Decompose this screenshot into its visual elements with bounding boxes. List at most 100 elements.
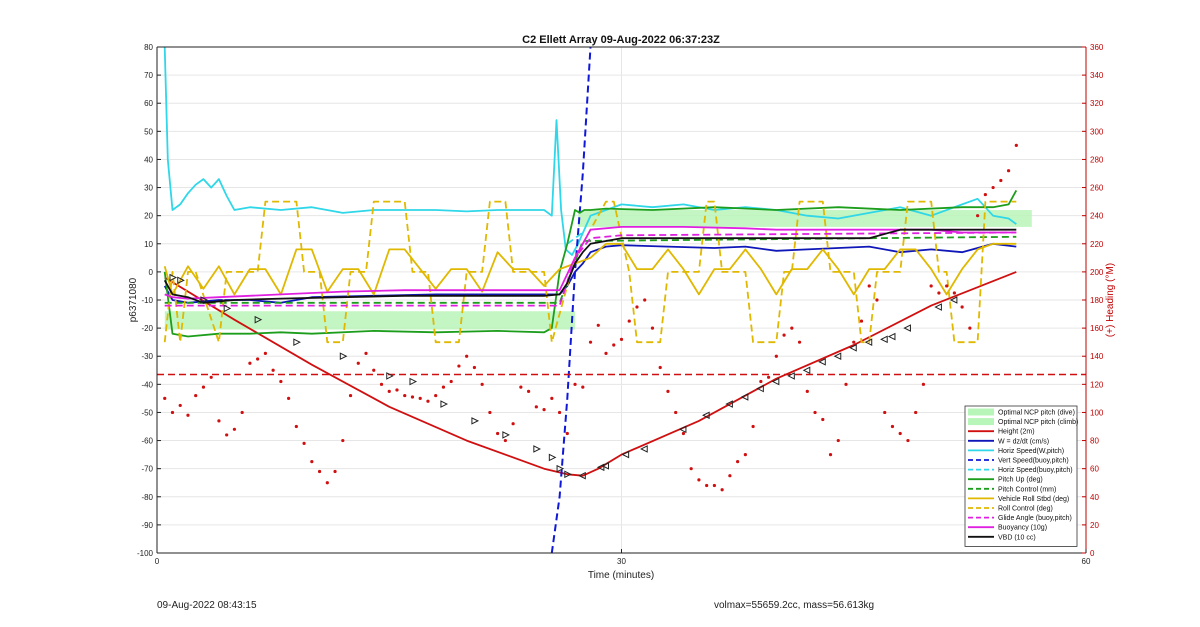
heading-point (496, 431, 500, 436)
height-marker (756, 384, 764, 393)
y-tick-label: -80 (141, 493, 153, 502)
height-marker (471, 417, 480, 425)
heading-point (364, 351, 368, 356)
legend-entry-label: Vehicle Roll Stbd (deg) (998, 496, 1069, 503)
heading-point (852, 340, 856, 344)
heading-point (790, 326, 794, 330)
heading-point (627, 319, 631, 323)
heading-point (279, 379, 283, 384)
series-lines (163, 46, 1018, 554)
heading-point (519, 385, 523, 389)
height-marker (787, 372, 795, 380)
legend-swatch (968, 408, 994, 416)
y-tick-label: -50 (141, 408, 153, 417)
y2-axis-label: (+) Heading (°M) (1105, 263, 1116, 337)
heading-point (976, 214, 980, 218)
heading-point (774, 354, 778, 358)
heading-point (472, 365, 477, 370)
heading-point (991, 185, 995, 190)
heading-point (163, 396, 167, 400)
series-line-vert-speed-buoy-pitch- (550, 46, 592, 554)
heading-point (844, 382, 848, 386)
series-line-horiz-speed-buoy-pitch- (566, 231, 584, 245)
heading-point (542, 408, 546, 412)
height-marker (386, 372, 394, 380)
height-marker (223, 304, 232, 313)
height-marker (409, 377, 418, 386)
heading-point (581, 385, 585, 389)
heading-point (890, 424, 895, 429)
heading-point (573, 382, 577, 386)
ncp-bands (164, 210, 1032, 330)
height-marker (440, 400, 449, 408)
height-marker (833, 352, 842, 361)
y2-tick-label: 20 (1090, 521, 1099, 530)
heading-point (410, 395, 415, 399)
legend-entry-label: Optimal NCP pitch (climb) (998, 419, 1078, 426)
height-marker (771, 377, 780, 386)
legend-entry-label: Pitch Up (deg) (998, 477, 1043, 484)
heading-point (921, 382, 926, 386)
heading-point (232, 427, 237, 431)
heading-point (209, 375, 213, 379)
heading-point (170, 410, 175, 415)
heading-point (596, 323, 600, 327)
heading-point (178, 403, 182, 408)
heading-point (635, 305, 639, 309)
heading-point (310, 460, 314, 464)
heading-point (186, 413, 190, 417)
height-marker (949, 296, 958, 304)
y2-tick-label: 180 (1090, 296, 1104, 305)
legend-entry-label: VBD (10 cc) (998, 534, 1036, 541)
height-marker (640, 445, 648, 453)
heading-point (643, 298, 647, 302)
y2-tick-label: 200 (1090, 268, 1104, 277)
heading-point (952, 291, 956, 295)
heading-point (666, 389, 670, 393)
footer-timestamp: 09-Aug-2022 08:43:15 (157, 600, 257, 611)
height-marker (601, 462, 610, 470)
heading-point (449, 379, 453, 384)
series-line-buoyancy-10g- (164, 225, 1017, 300)
height-marker (564, 470, 572, 479)
band-optimal-ncp-pitch-climb- (578, 210, 1032, 227)
height-marker (903, 324, 911, 332)
heading-point (751, 424, 755, 429)
y2-tick-label: 340 (1090, 71, 1104, 80)
heading-point (387, 389, 391, 393)
heading-point (604, 351, 608, 356)
legend-entry-label: Height (2m) (998, 429, 1035, 436)
heading-point (914, 410, 918, 415)
y2-tick-label: 120 (1090, 380, 1104, 389)
y2-tick-label: 320 (1090, 99, 1104, 108)
heading-point (883, 410, 887, 415)
heading-point (240, 410, 244, 415)
y-axis-label: p6371080 (128, 277, 139, 322)
y-tick-label: 0 (149, 268, 154, 277)
heading-point (728, 474, 732, 478)
series-line-pitch-up-deg- (163, 189, 1018, 338)
legend-entry-label: Pitch Control (mm) (998, 486, 1056, 493)
y-tick-label: -60 (141, 437, 153, 446)
height-markers (169, 273, 958, 480)
heading-point (511, 422, 515, 426)
heading-point (736, 460, 740, 464)
heading-point (689, 467, 693, 471)
heading-points (157, 143, 1086, 492)
height-marker (934, 303, 942, 311)
heading-point (619, 337, 624, 341)
heading-point (821, 417, 825, 422)
y2-tick-label: 160 (1090, 324, 1104, 333)
heading-point (945, 284, 949, 288)
heading-point (441, 385, 446, 389)
x-tick-label: 0 (155, 557, 160, 566)
heading-point (426, 399, 430, 403)
height-marker (849, 343, 857, 352)
height-marker (548, 453, 557, 462)
legend-entry-label: Roll Control (deg) (998, 506, 1053, 513)
heading-point (565, 431, 569, 436)
heading-point (766, 375, 771, 379)
y2-tick-label: 40 (1090, 493, 1099, 502)
heading-point (256, 357, 260, 361)
legend-box (964, 405, 1078, 547)
